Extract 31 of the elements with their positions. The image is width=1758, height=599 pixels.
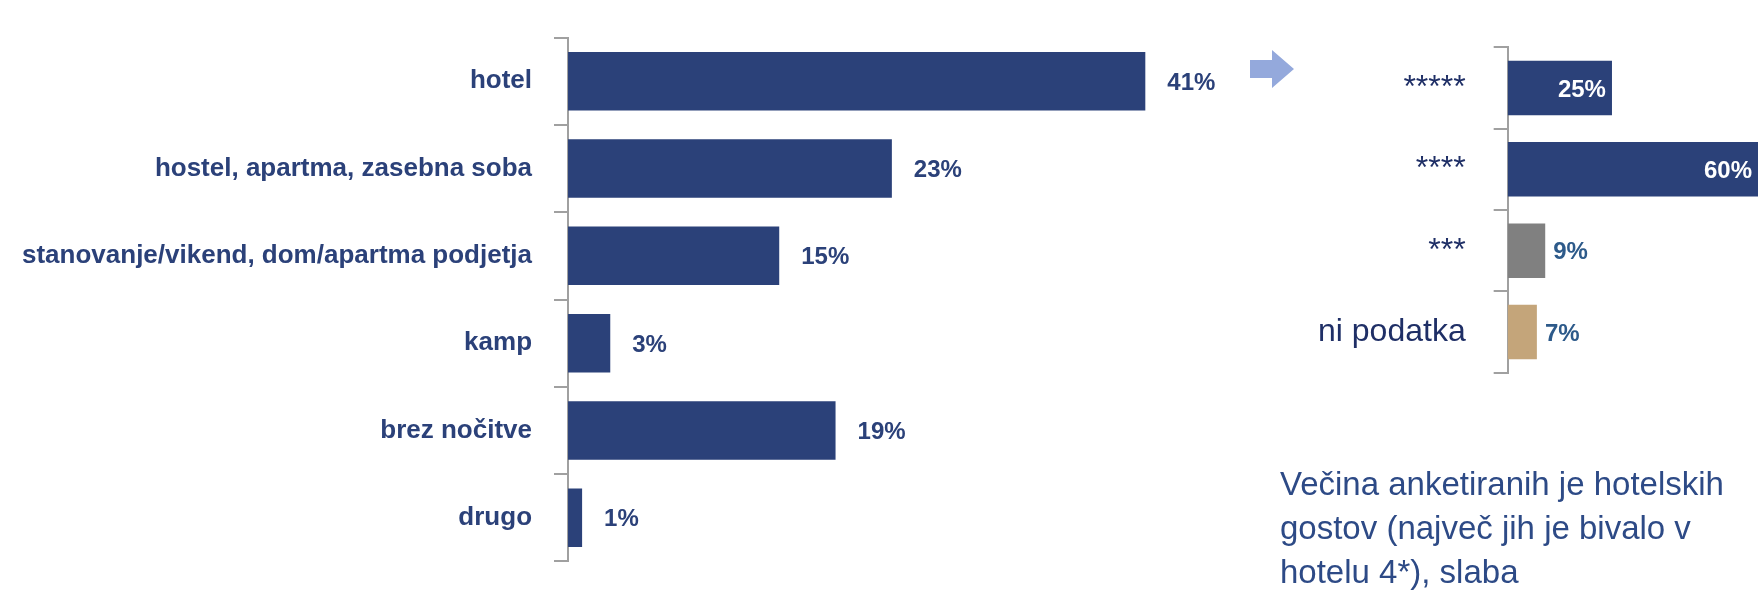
y-tick-label: stanovanje/vikend, dom/apartma podjetja <box>21 239 533 270</box>
data-label: 3% <box>632 329 667 357</box>
bar <box>568 401 836 460</box>
y-tick-label: ***** <box>1403 67 1466 104</box>
bar <box>1507 142 1758 197</box>
data-label: 23% <box>913 155 962 183</box>
y-tick-label: brez nočitve <box>380 413 533 444</box>
text: Večina anketiranih je hotelskih gostov (največ jih je bivalo v hotelu 4*), slaba <box>1280 464 1725 592</box>
data-label: 41% <box>1167 67 1216 95</box>
bar <box>568 52 1146 111</box>
bar <box>568 313 611 373</box>
data-label: 19% <box>857 417 906 445</box>
y-tick-label: hotel <box>469 64 533 95</box>
data-label: 9% <box>1553 237 1588 265</box>
y-tick-label: ni podatka <box>1318 311 1466 348</box>
data-label: 60% <box>1703 155 1752 183</box>
bar <box>568 139 892 198</box>
bar <box>1507 60 1612 116</box>
data-label: 15% <box>801 242 850 270</box>
bar <box>568 226 780 286</box>
y-tick-label: kamp <box>464 326 533 357</box>
data-label: 25% <box>1557 74 1606 102</box>
bar <box>1507 223 1546 278</box>
data-label: 1% <box>604 504 639 532</box>
y-tick-label: hostel, apartma, zasebna soba <box>154 151 533 182</box>
y-tick-label: *** <box>1428 230 1466 267</box>
y-tick-label: drugo <box>458 500 533 531</box>
bar <box>1507 304 1537 360</box>
bar <box>568 488 583 547</box>
data-label: 7% <box>1544 318 1580 346</box>
y-tick-label: **** <box>1415 149 1466 186</box>
